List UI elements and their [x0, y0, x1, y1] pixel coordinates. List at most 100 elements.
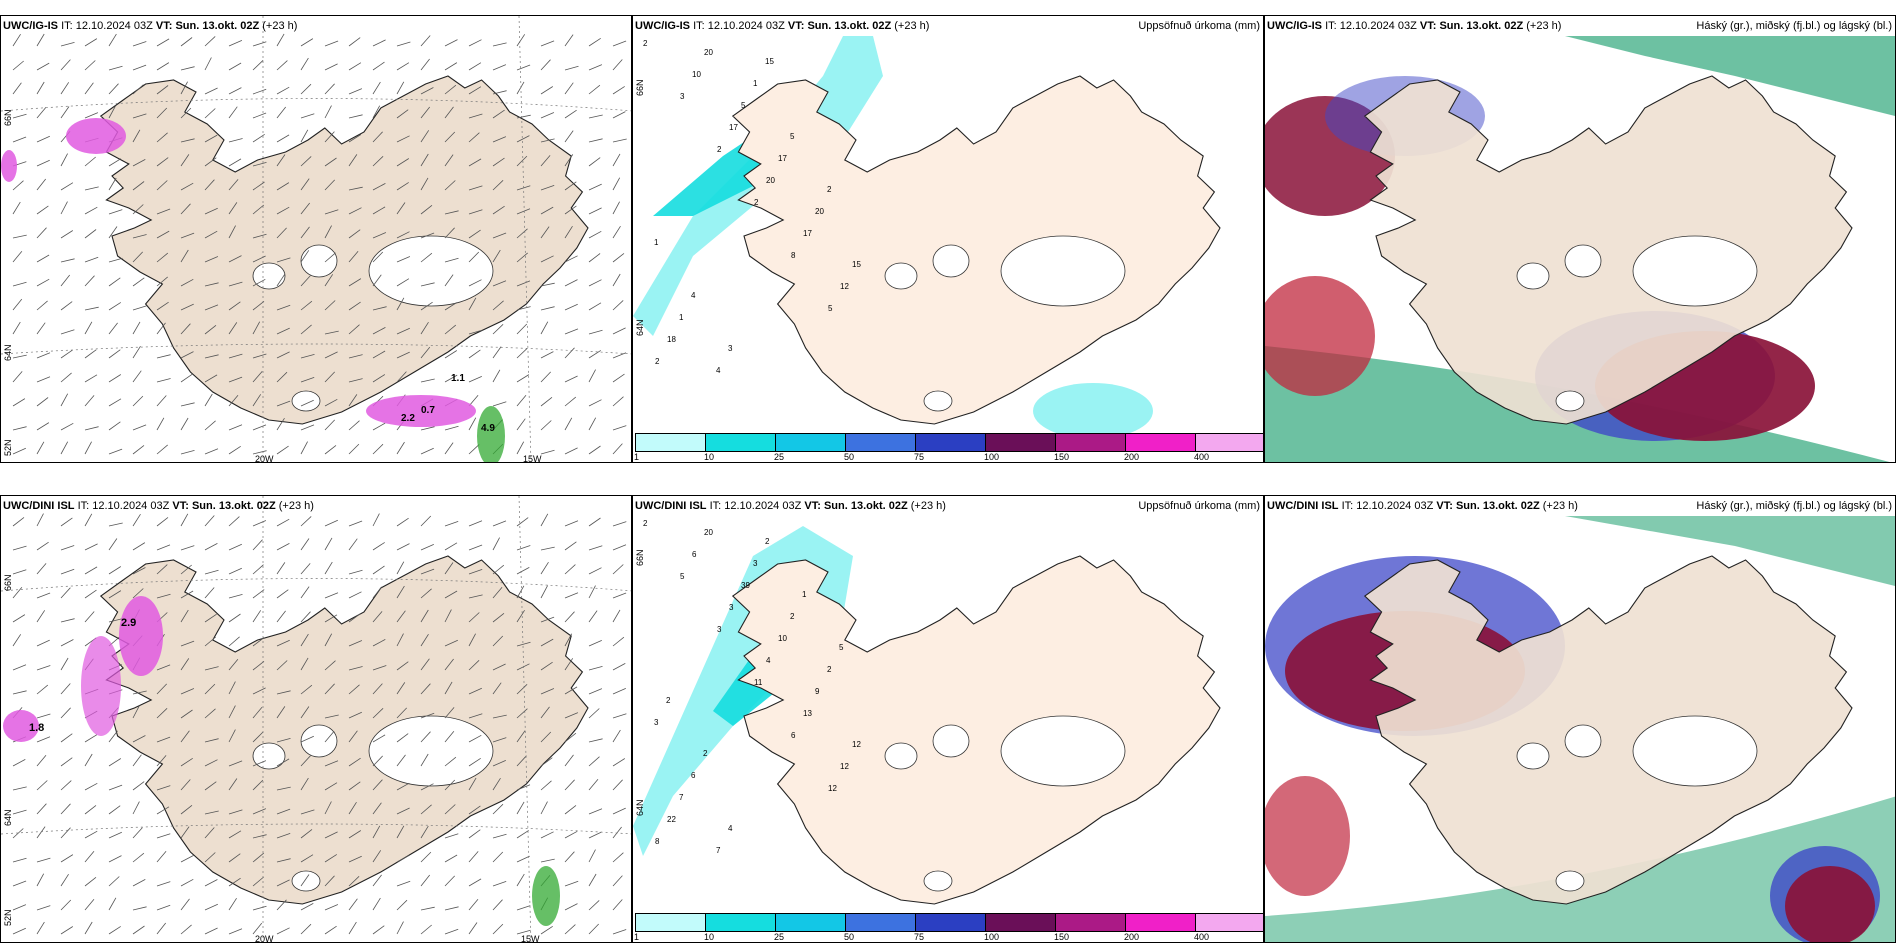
wind-barb — [396, 135, 410, 143]
wind-barb — [228, 281, 243, 287]
wind-barb — [564, 347, 575, 359]
wind-barb — [204, 810, 219, 815]
wind-barb — [12, 569, 27, 575]
colorbar-tick-label: 200 — [1124, 452, 1140, 462]
wind-barb — [588, 640, 602, 647]
wind-barb — [252, 424, 267, 431]
wind-barb — [228, 138, 243, 143]
wind-barb — [108, 784, 123, 791]
wind-barb — [132, 513, 141, 527]
wind-barb — [420, 282, 435, 287]
glacier-myrdalsjokull — [923, 390, 953, 412]
wind-barb — [348, 757, 361, 767]
wind-barb — [108, 876, 120, 887]
wind-barb — [492, 777, 501, 791]
wind-barb — [420, 658, 430, 671]
wind-barb — [372, 422, 386, 431]
wind-barb — [348, 666, 363, 671]
wind-barb — [156, 62, 170, 71]
wind-barb — [180, 779, 191, 791]
wind-barb — [348, 420, 360, 431]
wind-barb — [324, 351, 338, 359]
wind-barb — [324, 445, 337, 455]
precip-value-label: 3 — [729, 603, 734, 612]
wind-barb — [156, 664, 171, 671]
wind-barb — [612, 713, 627, 719]
wind-barb — [12, 113, 27, 119]
wind-barb — [300, 684, 313, 695]
wind-barb — [444, 639, 458, 647]
wind-barb — [300, 755, 311, 767]
wind-barb — [564, 130, 574, 143]
wind-barb — [420, 731, 431, 743]
wind-barb — [108, 566, 122, 575]
wind-barb — [84, 566, 98, 575]
wind-barb — [492, 280, 507, 287]
wind-barb — [444, 62, 458, 71]
wind-barb — [540, 831, 554, 839]
wind-barb — [372, 755, 383, 767]
wind-barb — [60, 59, 71, 71]
wind-barb — [156, 322, 166, 335]
wind-barb — [588, 445, 601, 455]
wind-barb — [516, 929, 531, 935]
wind-barb — [324, 875, 335, 887]
wind-barb — [348, 301, 361, 311]
wind-barb — [588, 545, 603, 551]
wind-barb — [156, 85, 169, 95]
wind-barb — [492, 42, 507, 47]
wind-barb — [252, 852, 265, 863]
wind-barb — [348, 801, 357, 815]
wind-barb — [396, 371, 407, 383]
wind-barb — [108, 33, 117, 47]
wind-barb — [36, 610, 46, 623]
wind-barb — [396, 182, 409, 191]
wind-barb — [132, 781, 145, 791]
wind-barb — [492, 136, 507, 143]
wind-barb — [84, 543, 98, 551]
wind-barb — [420, 515, 432, 527]
wind-barb — [36, 563, 47, 575]
wind-barb — [588, 64, 603, 71]
wind-barb — [84, 60, 96, 71]
wind-barb — [468, 687, 482, 695]
wind-barb — [444, 442, 454, 455]
wind-barb — [252, 922, 263, 935]
wind-barb — [60, 182, 74, 191]
wind-barb — [108, 448, 123, 455]
wind-barb — [60, 568, 75, 575]
wind-barb — [564, 205, 577, 215]
wind-barb — [204, 903, 218, 911]
wind-barb — [468, 734, 482, 743]
wind-barbs — [12, 513, 627, 935]
wind-barb — [84, 611, 95, 623]
wind-barb — [468, 376, 482, 383]
wind-barb — [468, 229, 481, 239]
precip-value-label: 3 — [654, 718, 659, 727]
low-cloud-area — [1785, 866, 1875, 942]
wind-barb — [372, 39, 386, 47]
wind-barb — [204, 157, 217, 167]
wind-barb — [540, 86, 554, 95]
wind-barb — [300, 83, 312, 95]
lat-label-64n: 64N — [635, 799, 645, 816]
wind-barb — [84, 112, 99, 119]
wind-barb — [348, 520, 363, 527]
iceland-land — [731, 75, 1221, 425]
wind-barb — [300, 657, 309, 671]
wind-barb — [36, 441, 45, 455]
wind-barb — [516, 567, 530, 575]
precip-value-label: 17 — [729, 123, 738, 132]
wind-barb — [396, 733, 409, 743]
wind-barb — [444, 875, 455, 887]
wind-barb — [84, 426, 99, 431]
wind-barb — [612, 636, 625, 647]
wind-barb — [204, 420, 216, 431]
wind-barb — [204, 827, 215, 839]
wind-barb — [612, 929, 627, 935]
wind-barb — [276, 706, 286, 719]
wind-barb — [324, 519, 338, 527]
wind-barb — [228, 729, 236, 743]
precip-value-label: 2 — [666, 696, 671, 705]
